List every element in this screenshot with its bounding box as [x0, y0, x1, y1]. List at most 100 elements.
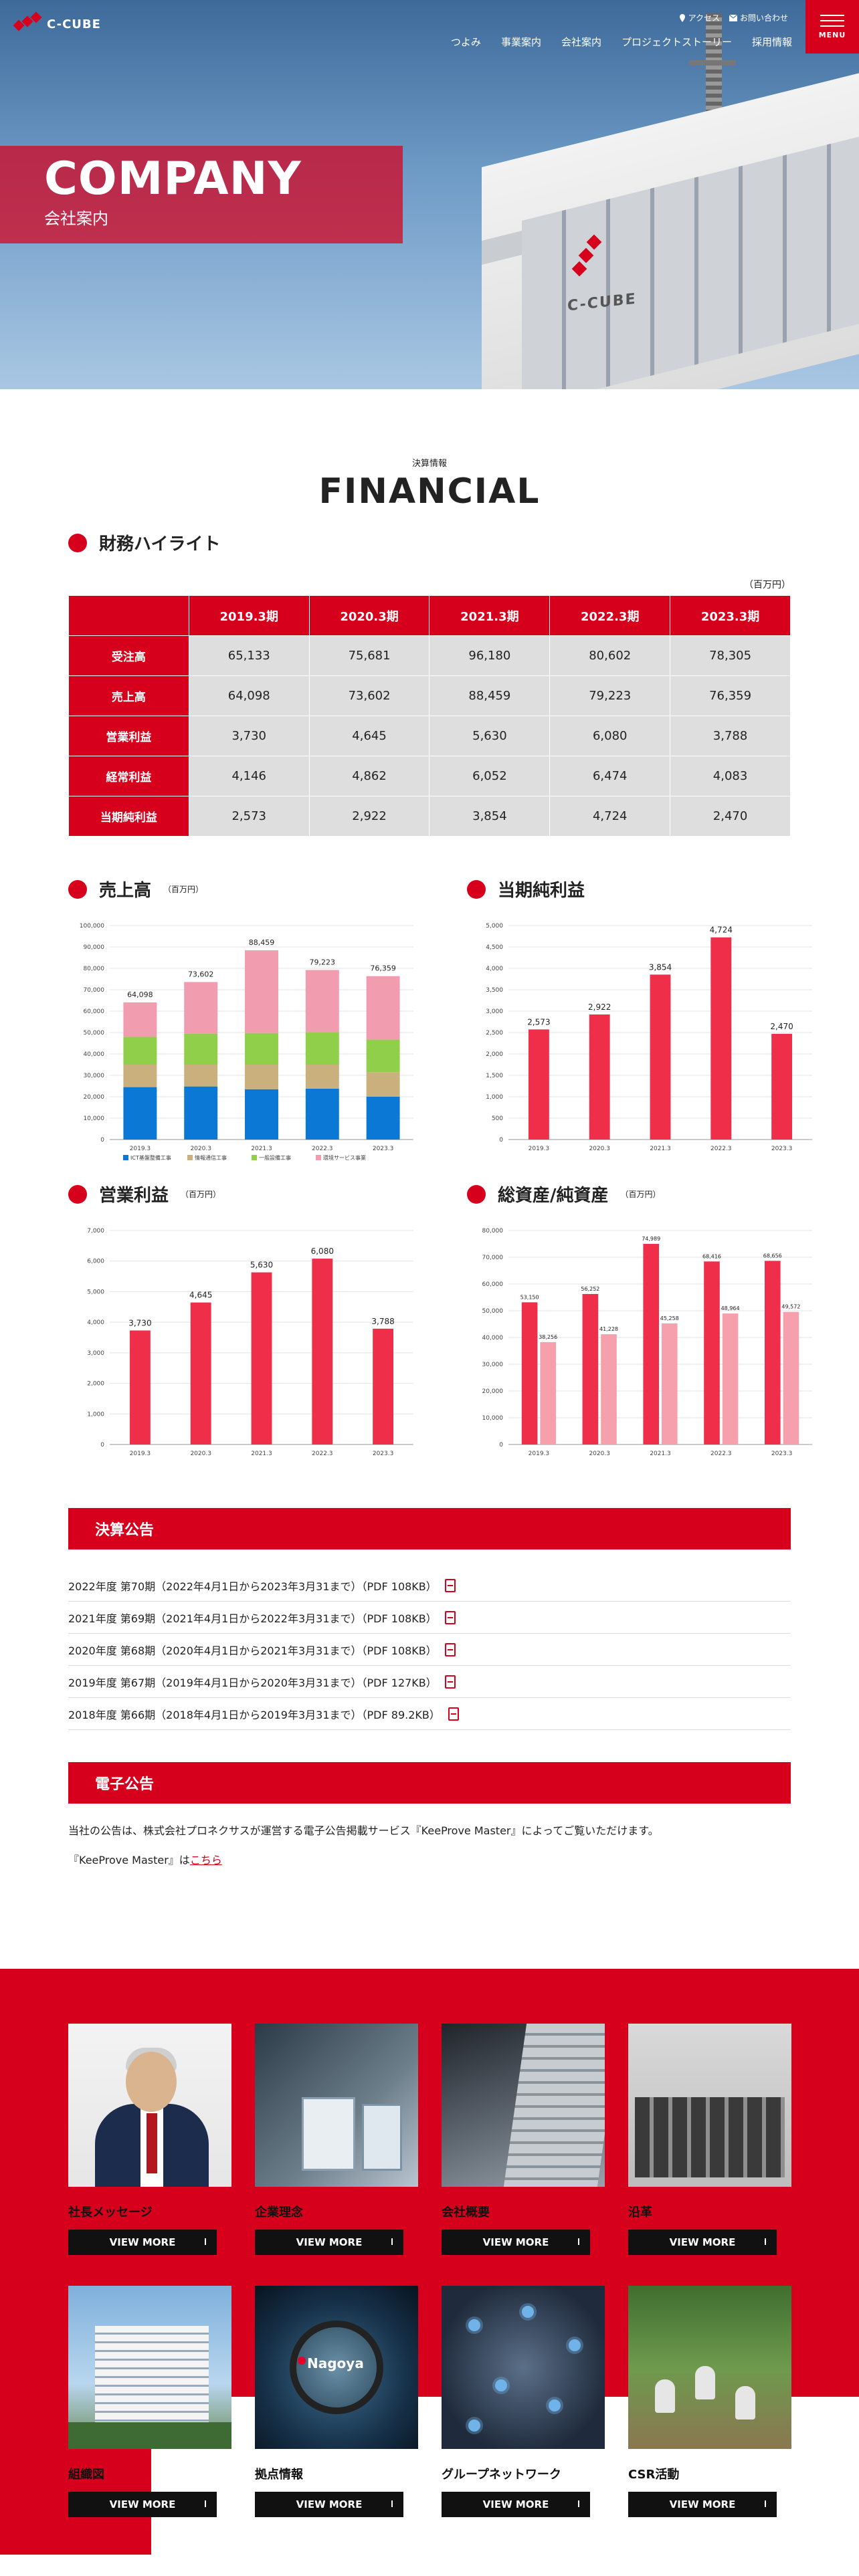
- legend-swatch: [252, 1155, 257, 1160]
- data-label: 5,630: [250, 1261, 273, 1270]
- y-tick-label: 4,500: [486, 944, 503, 951]
- view-more-button[interactable]: VIEW MORE: [255, 2492, 403, 2518]
- card-president-message[interactable]: 社長メッセージ VIEW MORE: [68, 2024, 231, 2256]
- bar: [643, 1244, 659, 1444]
- table-unit-note: （百万円）: [744, 580, 791, 591]
- map-pin-icon: [679, 13, 685, 22]
- x-tick-label: 2019.3: [130, 1146, 151, 1152]
- nav-company[interactable]: 会社案内: [561, 36, 601, 48]
- financial-table: 2019.3期 2020.3期 2021.3期 2022.3期 2023.3期 …: [68, 595, 791, 837]
- view-more-button[interactable]: VIEW MORE: [68, 2492, 217, 2518]
- row-header: 売上高: [68, 675, 189, 716]
- epublic-link-line: 『KeeProve Master』はこちら: [68, 1852, 791, 1869]
- announcement-item[interactable]: 2020年度 第68期（2020年4月1日から2021年3月31まで）（PDF …: [68, 1634, 791, 1666]
- card-philosophy[interactable]: 企業理念 VIEW MORE: [255, 2024, 418, 2256]
- bar: [601, 1334, 617, 1444]
- x-tick-label: 2020.3: [190, 1451, 211, 1457]
- legend-label: 情報通信工事: [195, 1154, 227, 1161]
- card-history[interactable]: 沿革 VIEW MORE: [628, 2024, 791, 2256]
- building-logo-icon: [571, 234, 602, 277]
- announcement-link[interactable]: 2018年度 第66期（2018年4月1日から2019年3月31まで）（PDF …: [68, 1708, 440, 1721]
- data-label: 2,573: [527, 1017, 550, 1027]
- table-cell: 2,922: [308, 796, 430, 837]
- view-more-label: VIEW MORE: [296, 2498, 363, 2511]
- y-tick-label: 60,000: [482, 1281, 504, 1288]
- net-income-chart-svg: 0 500 1,000 1,500 2,000 2,500 3,000 3,500 4,000 4…: [486, 923, 812, 1152]
- x-tick-label: 2019.3: [529, 1146, 550, 1152]
- contact-label: お問い合わせ: [739, 13, 788, 23]
- col-header: 2021.3期: [429, 595, 551, 636]
- table-cell: 65,133: [188, 635, 310, 676]
- view-more-button[interactable]: VIEW MORE: [68, 2230, 217, 2256]
- view-more-button[interactable]: VIEW MORE: [628, 2492, 777, 2518]
- assets-chart-svg: 0 10,000 20,000 30,000 40,000 50,000 60,000 70,…: [482, 1228, 812, 1457]
- view-more-button[interactable]: VIEW MORE: [442, 2230, 590, 2256]
- view-more-button[interactable]: VIEW MORE: [442, 2492, 590, 2518]
- overview-photo: [442, 2024, 605, 2187]
- pdf-icon: [444, 1610, 456, 1624]
- table-cell: 96,180: [429, 635, 551, 676]
- view-more-button[interactable]: VIEW MORE: [255, 2230, 403, 2256]
- data-label: 4,724: [710, 926, 733, 935]
- card-overview[interactable]: 会社概要 VIEW MORE: [442, 2024, 605, 2256]
- y-tick-label: 1,000: [87, 1411, 104, 1418]
- menu-button[interactable]: MENU: [805, 0, 859, 53]
- nav-business[interactable]: 事業案内: [500, 36, 541, 48]
- nav-recruit[interactable]: 採用情報: [751, 36, 792, 48]
- arrow-icon: [205, 2500, 209, 2508]
- hero-title: COMPANY: [44, 152, 302, 205]
- bar: [771, 1033, 793, 1140]
- nav-strength[interactable]: つよみ: [450, 36, 481, 48]
- nav-project-story[interactable]: プロジェクトストーリー: [621, 36, 732, 48]
- heading-dot-icon: [467, 879, 486, 899]
- hero-title-band: COMPANY 会社案内: [0, 146, 403, 243]
- site-logo[interactable]: C-CUBE: [13, 11, 101, 33]
- card-org-chart[interactable]: 組織図 VIEW MORE: [68, 2286, 231, 2518]
- view-more-label: VIEW MORE: [482, 2236, 549, 2249]
- access-label: アクセス: [688, 13, 720, 23]
- table-corner: [68, 595, 189, 636]
- view-more-button[interactable]: VIEW MORE: [628, 2230, 777, 2256]
- announcement-item[interactable]: 2021年度 第69期（2021年4月1日から2022年3月31まで）（PDF …: [68, 1602, 791, 1634]
- antenna-arm-graphic: [689, 60, 736, 66]
- table-row: 経常利益 4,146 4,862 6,052 6,474 4,083: [68, 756, 791, 796]
- x-tick-label: 2020.3: [589, 1146, 610, 1152]
- bar-segment: [366, 1039, 400, 1073]
- bar: [764, 1261, 781, 1444]
- card-group-network[interactable]: グループネットワーク VIEW MORE: [442, 2286, 605, 2518]
- bar: [528, 1029, 549, 1140]
- epublic-link[interactable]: こちら: [189, 1853, 222, 1866]
- y-tick-label: 70,000: [84, 987, 105, 994]
- highlight-heading-text: 財務ハイライト: [99, 534, 221, 554]
- announcement-item[interactable]: 2022年度 第70期（2022年4月1日から2023年3月31まで）（PDF …: [68, 1570, 791, 1602]
- announcement-link[interactable]: 2020年度 第68期（2020年4月1日から2021年3月31まで）（PDF …: [68, 1644, 437, 1657]
- data-label: 2,470: [770, 1022, 793, 1031]
- bar-segment: [245, 1033, 278, 1065]
- access-link[interactable]: アクセス: [679, 12, 720, 23]
- table-cell: 80,602: [549, 635, 671, 676]
- card-title: 社長メッセージ: [68, 2206, 153, 2220]
- announcement-link[interactable]: 2022年度 第70期（2022年4月1日から2023年3月31まで）（PDF …: [68, 1580, 437, 1593]
- y-tick-label: 5,000: [87, 1289, 104, 1295]
- data-label: 48,964: [721, 1305, 740, 1311]
- card-locations[interactable]: Nagoya 拠点情報 VIEW MORE: [255, 2286, 418, 2518]
- announcement-link[interactable]: 2019年度 第67期（2019年4月1日から2020年3月31まで）（PDF …: [68, 1676, 437, 1689]
- card-csr[interactable]: CSR活動 VIEW MORE: [628, 2286, 791, 2518]
- pdf-icon: [448, 1707, 459, 1721]
- chart-title: 売上高: [99, 881, 152, 901]
- table-cell: 5,630: [429, 716, 551, 756]
- x-tick-label: 2021.3: [251, 1146, 272, 1152]
- announcement-link[interactable]: 2021年度 第69期（2021年4月1日から2022年3月31まで）（PDF …: [68, 1612, 437, 1625]
- data-label: 3,854: [649, 962, 672, 972]
- bar: [589, 1014, 610, 1140]
- chart-heading: 当期純利益: [467, 877, 820, 901]
- epublic-link-prefix: 『KeeProve Master』は: [68, 1853, 190, 1866]
- data-label: 45,258: [660, 1315, 679, 1321]
- contact-link[interactable]: お問い合わせ: [729, 12, 788, 23]
- data-label: 64,098: [127, 990, 153, 999]
- x-tick-label: 2022.3: [312, 1146, 333, 1152]
- chart-title: 営業利益: [99, 1186, 169, 1206]
- announcement-item[interactable]: 2019年度 第67期（2019年4月1日から2020年3月31まで）（PDF …: [68, 1666, 791, 1698]
- announcement-item[interactable]: 2018年度 第66期（2018年4月1日から2019年3月31まで）（PDF …: [68, 1698, 791, 1730]
- bar-segment: [123, 1002, 157, 1037]
